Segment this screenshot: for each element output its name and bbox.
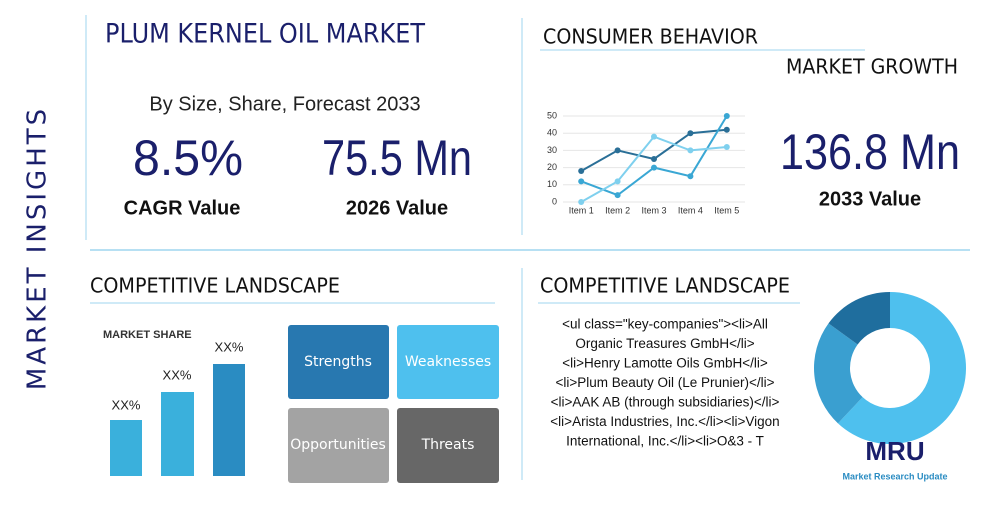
y-tick-label: 50 — [547, 110, 557, 120]
metric-value: 75.5 Mn — [322, 130, 472, 186]
section-subtitle: MARKET GROWTH — [786, 55, 958, 79]
donut-segment — [837, 292, 966, 444]
metric-label: 2026 Value — [346, 197, 448, 219]
point — [614, 178, 621, 185]
bar-label: XX% — [112, 397, 141, 412]
company-line: <li>Henry Lamotte Oils GmbH</li> — [562, 356, 768, 371]
x-tick-label: Item 2 — [605, 205, 630, 215]
swot-label: Threats — [421, 437, 475, 453]
metric-label: 2033 Value — [819, 188, 921, 210]
company-list: <ul class="key-companies"><li>All Organic… — [550, 317, 779, 449]
share-title: MARKET SHARE — [103, 329, 192, 341]
x-tick-label: Item 1 — [569, 205, 594, 215]
logo-mark: MRU — [865, 436, 924, 466]
y-tick-label: 30 — [547, 145, 557, 155]
logo-name: Market Research Update — [842, 471, 947, 481]
metric-value: 136.8 Mn — [780, 124, 960, 180]
metric-label: CAGR Value — [124, 197, 241, 219]
company-line: <li>Plum Beauty Oil (Le Prunier)</li> — [555, 375, 774, 390]
y-tick-label: 0 — [552, 196, 557, 206]
bar-label: XX% — [163, 367, 192, 382]
point — [723, 113, 730, 119]
point — [614, 147, 621, 154]
y-tick-label: 20 — [547, 162, 557, 172]
swot-box — [288, 325, 389, 399]
point — [687, 173, 694, 180]
swot-box — [288, 408, 389, 483]
company-line: Organic Treasures GmbH</li> — [575, 336, 754, 351]
company-line: International, Inc.</li><li>O&3 - T — [566, 434, 764, 449]
point — [723, 126, 730, 133]
x-tick-label: Item 5 — [714, 205, 739, 215]
y-tick-label: 40 — [547, 128, 557, 138]
point — [578, 199, 585, 205]
point — [723, 143, 730, 150]
point — [578, 168, 585, 175]
company-line: <li>AAK AB (through subsidiaries)</li> — [551, 395, 780, 410]
title: PLUM KERNEL OIL MARKET — [105, 19, 425, 50]
side-label: MARKET INSIGHTS — [23, 106, 53, 390]
swot-label: Opportunities — [290, 437, 386, 453]
point — [651, 133, 657, 140]
company-line: <li>Arista Industries, Inc.</li><li>Vigo… — [550, 414, 779, 429]
point — [651, 156, 657, 162]
x-tick-label: Item 4 — [678, 205, 703, 215]
bar-label: XX% — [215, 339, 244, 354]
line-chart: 0 10 20 30 40 50 Item 1 Item 2 Item 3 Item 4 Item … — [547, 110, 745, 215]
donut — [814, 292, 966, 444]
point — [651, 164, 657, 171]
metric-value: 8.5% — [133, 130, 243, 186]
share-bar — [213, 364, 245, 476]
company-line: <ul class="key-companies"><li>All — [562, 317, 768, 332]
section-title: CONSUMER BEHAVIOR — [543, 25, 758, 49]
point — [687, 130, 694, 137]
section-title: COMPETITIVE LANDSCAPE — [540, 274, 790, 298]
donut-segment — [814, 323, 863, 424]
point — [687, 147, 694, 154]
swot-box — [397, 325, 499, 399]
donut-segment — [828, 292, 890, 345]
swot-label: Weaknesses — [405, 354, 491, 370]
subtitle: By Size, Share, Forecast 2033 — [149, 93, 420, 115]
swot-label: Strengths — [304, 354, 372, 370]
y-tick-label: 10 — [547, 179, 557, 189]
point — [614, 192, 621, 199]
x-tick-label: Item 3 — [641, 205, 666, 215]
point — [578, 178, 585, 185]
section-title: COMPETITIVE LANDSCAPE — [90, 274, 340, 298]
share-bar — [110, 420, 142, 476]
share-bar — [161, 392, 194, 476]
swot-box — [397, 408, 499, 483]
